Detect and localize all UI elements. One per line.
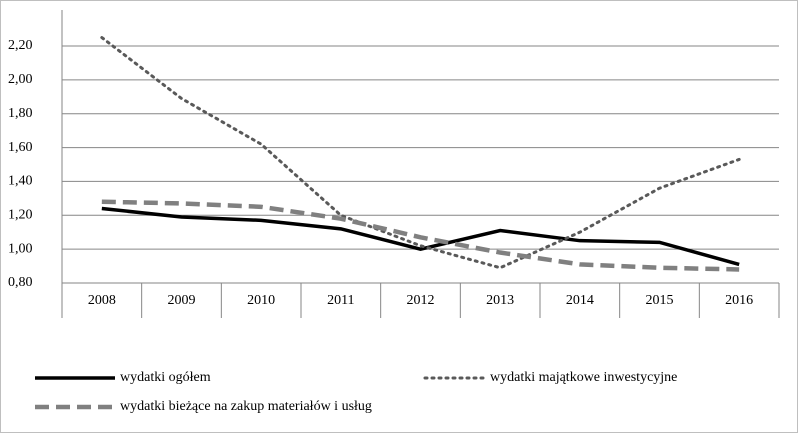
y-tick-label: 2,20 (8, 38, 33, 53)
legend-label: wydatki majątkowe inwestycyjne (490, 370, 677, 385)
x-tick-label: 2008 (88, 293, 116, 308)
x-tick-label: 2011 (327, 293, 354, 308)
y-tick-label: 1,80 (8, 106, 33, 121)
series-line (101, 199, 740, 272)
x-tick-label: 2009 (168, 293, 196, 308)
series-line (101, 206, 740, 267)
series-line (100, 36, 741, 270)
legend-label: wydatki ogółem (120, 370, 211, 385)
x-tick-label: 2013 (486, 293, 514, 308)
y-tick-label: 1,00 (8, 241, 33, 256)
x-tick-label: 2015 (646, 293, 674, 308)
x-tick-label: 2016 (725, 293, 753, 308)
x-tick-label: 2014 (566, 293, 594, 308)
x-tick-label: 2012 (407, 293, 435, 308)
y-tick-label: 1,60 (8, 140, 33, 155)
x-tick-label: 2010 (247, 293, 275, 308)
y-tick-label: 1,20 (8, 208, 33, 223)
y-tick-label: 2,00 (8, 72, 33, 87)
y-tick-label: 0,80 (8, 275, 33, 290)
legend-label: wydatki bieżące na zakup materiałów i us… (120, 399, 372, 414)
y-tick-label: 1,40 (8, 174, 33, 189)
